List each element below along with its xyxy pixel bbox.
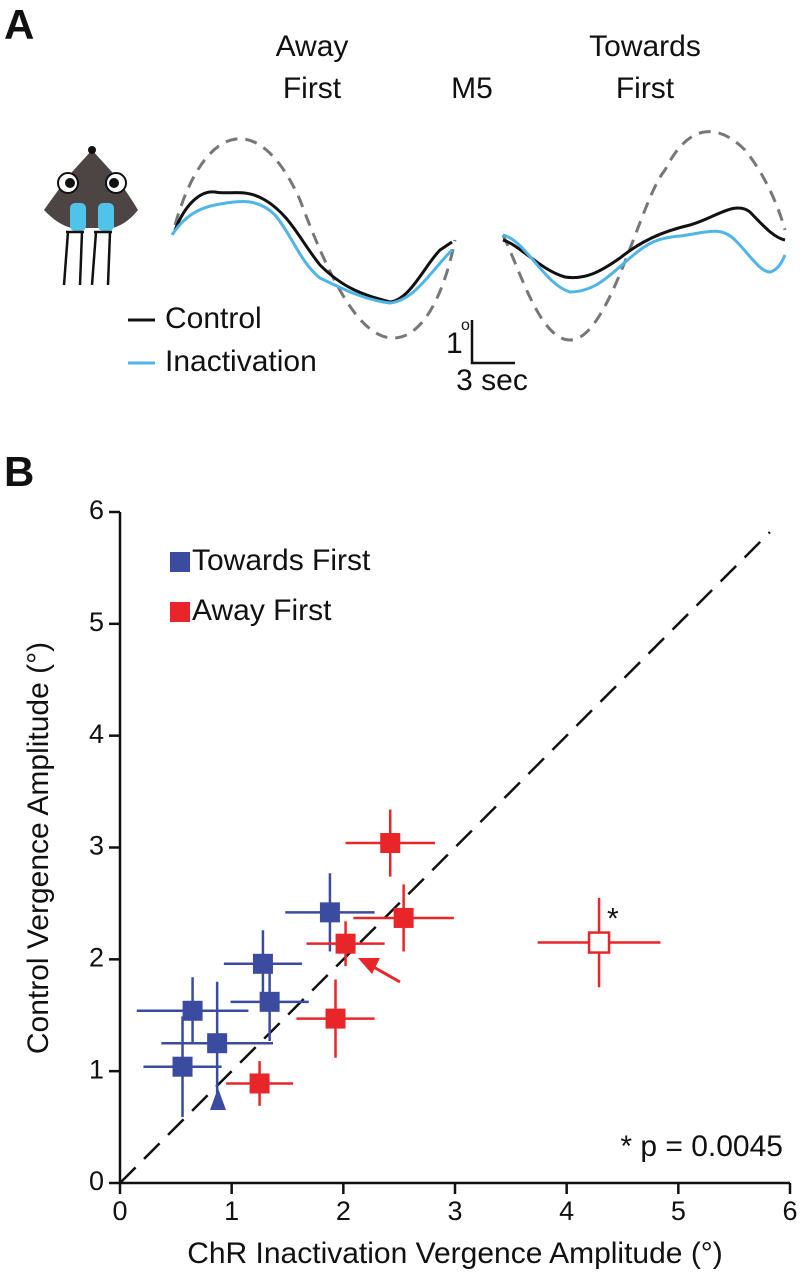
x-tick-label: 0 [112, 1196, 127, 1226]
scale-label: 1 [446, 327, 463, 360]
y-tick-label: 5 [89, 607, 104, 637]
trace-title: First [616, 72, 675, 105]
point [380, 833, 401, 854]
point [335, 933, 356, 954]
x-tick-label: 4 [559, 1196, 574, 1226]
legend-swatch [170, 602, 190, 622]
x-tick-label: 3 [447, 1196, 462, 1226]
y-tick-label: 4 [89, 719, 104, 749]
legend-swatch [170, 552, 190, 572]
condition-label: M5 [451, 72, 493, 105]
point [252, 953, 273, 974]
x-tick-label: 5 [671, 1196, 686, 1226]
trace-title: Towards [589, 30, 701, 63]
point [249, 1073, 270, 1094]
annotation: * p = 0.0045 [620, 1130, 783, 1163]
x-tick-label: 1 [224, 1196, 239, 1226]
legend-label: Away First [192, 594, 332, 627]
trace-title: First [283, 72, 342, 105]
arrow [358, 958, 401, 984]
point [172, 1056, 193, 1077]
legend-label: Control [165, 302, 262, 335]
y-tick-label: 2 [89, 942, 104, 972]
point [207, 1033, 228, 1054]
y-axis-label: Control Vergence Amplitude (°) [22, 642, 55, 1054]
point [182, 1000, 203, 1021]
scale-label: 3 sec [456, 364, 528, 397]
identity-line [119, 531, 771, 1184]
mouse-icon [44, 146, 138, 286]
y-tick-label: 3 [89, 831, 104, 861]
legend-label: Towards First [192, 544, 371, 577]
scale-unit: o [461, 317, 470, 334]
y-tick-label: 6 [89, 495, 104, 525]
point [319, 902, 340, 923]
x-tick-label: 2 [336, 1196, 351, 1226]
point [259, 991, 280, 1012]
panel-label: A [4, 1, 34, 48]
x-axis-label: ChR Inactivation Vergence Amplitude (°) [187, 1237, 723, 1270]
point-annotation: * [607, 902, 619, 935]
traces [170, 130, 787, 342]
x-tick-label: 6 [782, 1196, 797, 1226]
point [393, 907, 414, 928]
y-tick-label: 1 [89, 1054, 104, 1084]
point [325, 1008, 346, 1029]
scale-bar [470, 320, 515, 365]
point [587, 931, 611, 954]
trace-title: Away [276, 30, 349, 63]
legend-label: Inactivation [165, 345, 317, 378]
y-tick-label: 0 [89, 1166, 104, 1196]
panel-label: B [4, 448, 34, 495]
